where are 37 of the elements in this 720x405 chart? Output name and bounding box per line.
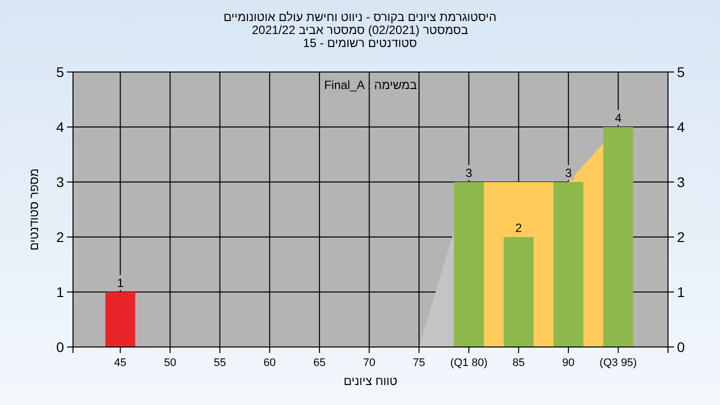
y2-tick-label: 0 xyxy=(677,339,685,355)
x-tick-label: 60 xyxy=(264,357,276,369)
x-tick-label: 50 xyxy=(164,357,176,369)
data-label: 3 xyxy=(465,166,472,180)
y-tick-label: 2 xyxy=(56,229,64,245)
x-tick-label: 90 xyxy=(562,357,575,369)
y-axis-title: מספר סטודנטים xyxy=(27,168,41,251)
y-tick-label: 0 xyxy=(56,339,64,355)
y-tick-label: 1 xyxy=(56,284,64,300)
x-tick-label: 55 xyxy=(214,357,226,369)
chart-title: היסטוגרמת ציונים בקורס - ניווט וחישת עולם אוטונומיים xyxy=(224,10,496,24)
y2-tick-label: 2 xyxy=(677,229,685,245)
text: סטודנטים רשומים - 15 xyxy=(303,36,418,50)
y2-tick-label: 5 xyxy=(677,64,685,80)
x-tick-label: (Q1 80) xyxy=(450,357,488,369)
y2-tick-label: 4 xyxy=(677,119,685,135)
bar xyxy=(603,127,634,347)
x-axis-title: טווח ציונים xyxy=(344,374,398,388)
bar xyxy=(105,292,136,347)
bar xyxy=(504,237,534,347)
chart-subtitle: בסמסטר (02/2021) סמסטר אביב 2021/22 xyxy=(252,23,468,37)
x-tick-label: 85 xyxy=(512,357,525,369)
data-label: 3 xyxy=(565,166,572,180)
data-label: 1 xyxy=(116,276,124,290)
x-tick-label: 75 xyxy=(412,357,426,369)
x-tick-label: 70 xyxy=(363,357,376,369)
y2-tick-label: 1 xyxy=(677,284,685,300)
x-tick-label: 65 xyxy=(313,357,326,369)
y-tick-label: 3 xyxy=(56,174,64,190)
bar xyxy=(553,182,584,347)
data-label: 4 xyxy=(614,111,622,125)
x-tick-label: (Q3 95) xyxy=(600,357,637,369)
y-tick-label: 5 xyxy=(56,64,64,80)
y2-tick-label: 3 xyxy=(677,174,685,190)
x-tick-label: 45 xyxy=(114,357,126,369)
y-tick-label: 4 xyxy=(56,119,64,135)
data-label: 2 xyxy=(515,221,522,235)
